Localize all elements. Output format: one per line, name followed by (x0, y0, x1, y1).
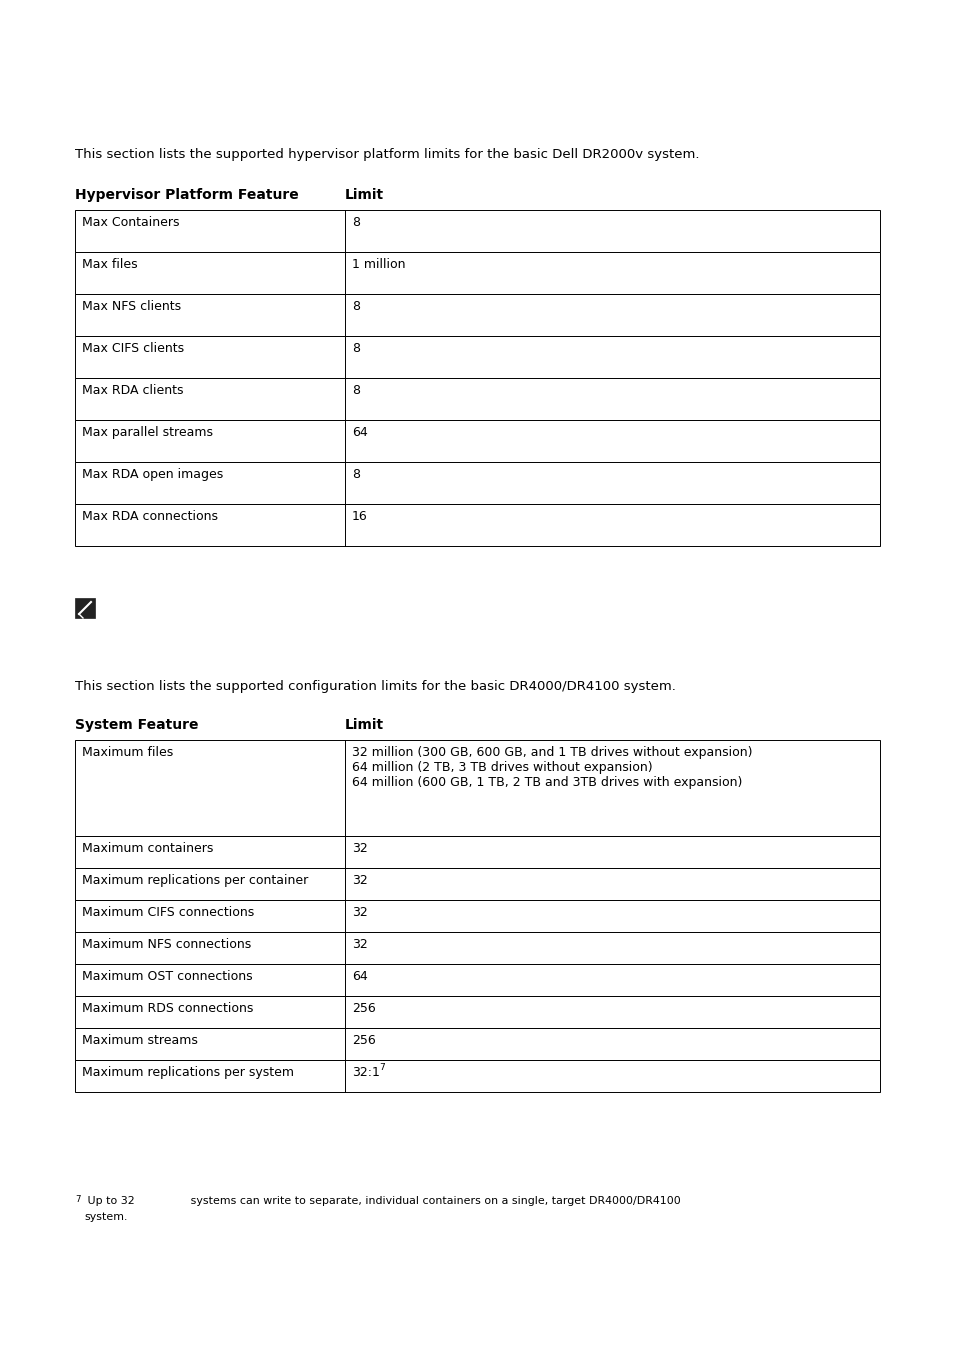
Text: Limit: Limit (344, 188, 383, 202)
Text: 8: 8 (352, 216, 359, 229)
Text: 7: 7 (379, 1063, 385, 1072)
Text: Max CIFS clients: Max CIFS clients (82, 343, 184, 355)
Text: Maximum streams: Maximum streams (82, 1033, 197, 1047)
Text: 8: 8 (352, 384, 359, 397)
Bar (75, 210, 879, 252)
Text: This section lists the supported configuration limits for the basic DR4000/DR410: This section lists the supported configu… (75, 680, 675, 693)
Text: Max parallel streams: Max parallel streams (82, 426, 213, 438)
Text: 1 million: 1 million (352, 258, 405, 271)
Bar (75, 252, 879, 294)
Text: Maximum replications per container: Maximum replications per container (82, 874, 308, 888)
Text: Max RDA clients: Max RDA clients (82, 384, 183, 397)
Text: 8: 8 (352, 299, 359, 313)
Text: Max files: Max files (82, 258, 137, 271)
Text: Maximum NFS connections: Maximum NFS connections (82, 938, 251, 951)
Bar (75, 336, 879, 378)
Text: Maximum RDS connections: Maximum RDS connections (82, 1002, 253, 1014)
Text: Max Containers: Max Containers (82, 216, 179, 229)
Text: Maximum OST connections: Maximum OST connections (82, 970, 253, 983)
Text: Up to 32                systems can write to separate, individual containers on : Up to 32 systems can write to separate, … (84, 1197, 680, 1206)
Text: Max RDA open images: Max RDA open images (82, 468, 223, 482)
Text: 64: 64 (352, 426, 367, 438)
Bar (75, 420, 879, 461)
Text: 8: 8 (352, 468, 359, 482)
Bar (75, 1028, 879, 1060)
Text: Maximum replications per system: Maximum replications per system (82, 1066, 294, 1079)
Text: 32: 32 (352, 874, 367, 888)
Text: 256: 256 (352, 1033, 375, 1047)
Bar (75, 294, 879, 336)
Text: 16: 16 (352, 510, 367, 523)
Text: Maximum files: Maximum files (82, 746, 173, 759)
Text: 64: 64 (352, 970, 367, 983)
Text: 32: 32 (352, 842, 367, 855)
Bar (75, 867, 879, 900)
Text: 7: 7 (75, 1195, 80, 1205)
Bar (75, 836, 879, 867)
Text: Max RDA connections: Max RDA connections (82, 510, 218, 523)
Text: Max NFS clients: Max NFS clients (82, 299, 181, 313)
Text: Maximum CIFS connections: Maximum CIFS connections (82, 907, 254, 919)
Text: 8: 8 (352, 343, 359, 355)
Bar (75, 996, 879, 1028)
Bar (75, 1060, 879, 1091)
Bar (75, 461, 879, 505)
Text: System Feature: System Feature (75, 718, 198, 733)
Text: Limit: Limit (344, 718, 383, 733)
Text: 32 million (300 GB, 600 GB, and 1 TB drives without expansion)
64 million (2 TB,: 32 million (300 GB, 600 GB, and 1 TB dri… (352, 746, 751, 789)
Text: Hypervisor Platform Feature: Hypervisor Platform Feature (75, 188, 298, 202)
Bar (75, 965, 879, 996)
Bar (75, 900, 879, 932)
Bar (75, 378, 879, 420)
Text: 32: 32 (352, 938, 367, 951)
Bar (75, 505, 879, 546)
Bar (75, 598, 95, 618)
Text: 256: 256 (352, 1002, 375, 1014)
Text: 32: 32 (352, 907, 367, 919)
Bar (75, 932, 879, 965)
Text: This section lists the supported hypervisor platform limits for the basic Dell D: This section lists the supported hypervi… (75, 148, 699, 161)
Text: system.: system. (84, 1211, 128, 1222)
Bar (75, 741, 879, 836)
Text: 32:1: 32:1 (352, 1066, 379, 1079)
Text: Maximum containers: Maximum containers (82, 842, 213, 855)
